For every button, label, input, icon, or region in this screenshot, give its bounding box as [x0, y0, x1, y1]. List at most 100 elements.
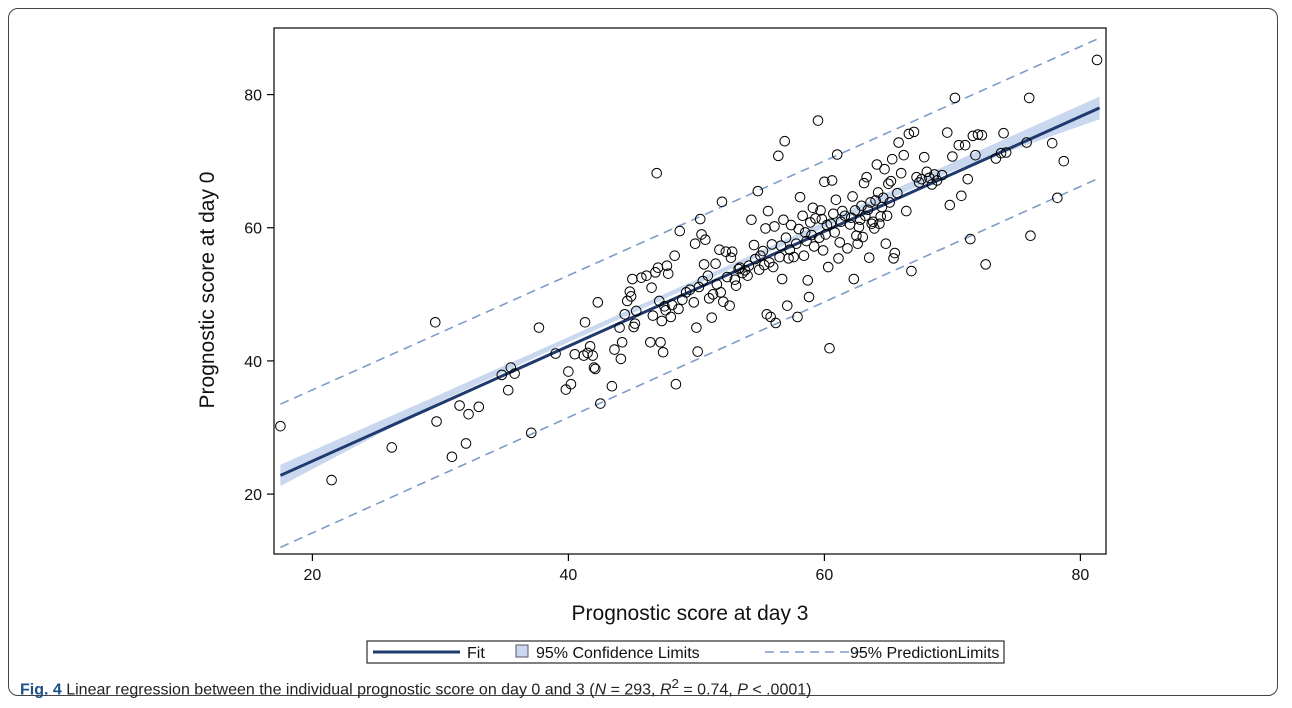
axes: 20 40 60 80 20 40 60 80 — [244, 27, 1107, 584]
caption-p-symbol: P — [737, 681, 748, 699]
data-point — [828, 208, 839, 220]
data-point — [706, 312, 718, 323]
data-point — [829, 227, 840, 238]
data-point — [730, 280, 742, 291]
data-point — [998, 127, 1009, 139]
data-point — [1025, 230, 1036, 242]
data-point — [924, 172, 935, 184]
data-point — [825, 218, 837, 230]
legend: Fit 95% Confidence Limits 95% PredictionLi… — [366, 640, 1005, 664]
data-point — [716, 196, 728, 208]
data-point — [584, 340, 596, 352]
data-point — [833, 253, 844, 264]
legend-prediction-label: 95% PredictionLimits — [850, 645, 999, 662]
data-point — [816, 213, 828, 225]
data-point — [733, 263, 744, 275]
data-point — [892, 187, 903, 199]
legend-fit-label: Fit — [467, 645, 485, 662]
data-point — [980, 259, 991, 270]
data-point — [965, 233, 976, 245]
caption-n-symbol: N — [594, 681, 607, 699]
data-point — [949, 92, 961, 104]
y-tick-label: 40 — [244, 354, 262, 371]
data-point — [725, 252, 737, 264]
data-point — [962, 173, 974, 185]
data-point — [862, 204, 874, 216]
data-point — [852, 238, 863, 250]
data-point — [848, 273, 860, 285]
data-point — [661, 260, 673, 271]
caption-fig-label: Fig. 4 — [20, 681, 62, 699]
data-point — [788, 251, 799, 263]
data-point — [446, 451, 458, 463]
data-point — [714, 244, 725, 256]
x-tick-label: 40 — [560, 567, 578, 584]
data-point — [760, 223, 771, 234]
data-point — [921, 166, 933, 178]
data-point — [908, 126, 920, 138]
legend-confidence-swatch — [515, 644, 529, 658]
data-point — [669, 250, 680, 262]
x-tick-label: 80 — [1072, 567, 1090, 584]
data-point — [595, 398, 606, 409]
data-point — [762, 205, 774, 217]
data-point — [778, 214, 789, 226]
x-tick-label: 20 — [304, 567, 322, 584]
data-point — [752, 185, 764, 197]
data-point — [773, 150, 784, 162]
data-point — [533, 322, 545, 333]
data-point — [903, 128, 915, 140]
data-point — [941, 127, 953, 138]
data-point — [655, 336, 666, 348]
data-point — [889, 247, 901, 259]
data-point — [806, 229, 817, 241]
data-point — [860, 210, 871, 222]
x-tick-label: 60 — [816, 567, 834, 584]
data-point — [956, 190, 967, 202]
data-point — [906, 265, 917, 277]
data-point — [870, 195, 881, 206]
data-point — [606, 380, 618, 392]
data-point — [831, 149, 843, 160]
data-point — [944, 199, 956, 211]
data-point — [746, 214, 757, 226]
data-point — [560, 384, 572, 395]
data-point — [842, 243, 853, 254]
data-point — [431, 416, 442, 427]
caption-n-value: = 293, — [606, 681, 660, 699]
prediction-lower-line — [280, 177, 1100, 549]
data-point — [659, 301, 670, 312]
data-point — [780, 232, 792, 244]
data-point — [880, 238, 892, 250]
caption-r-value: = 0.74, — [678, 681, 738, 699]
data-point — [799, 227, 811, 238]
caption-r-symbol: R — [659, 681, 672, 699]
data-point — [776, 273, 788, 285]
data-point — [502, 384, 514, 396]
data-point — [819, 176, 830, 188]
data-point — [865, 197, 876, 208]
data-point — [888, 253, 899, 264]
data-point — [871, 159, 883, 170]
data-point — [929, 169, 940, 180]
data-point — [660, 305, 671, 316]
y-tick-label: 60 — [244, 221, 262, 238]
data-point — [641, 270, 652, 281]
data-point — [995, 147, 1007, 159]
data-point — [856, 200, 867, 212]
data-point — [729, 274, 741, 285]
data-point — [616, 336, 628, 348]
data-point — [710, 258, 721, 270]
data-point — [863, 252, 875, 264]
data-point — [847, 191, 858, 202]
data-point — [885, 175, 897, 187]
data-point — [645, 336, 656, 348]
data-point — [810, 213, 821, 224]
legend-confidence-label: 95% Confidence Limits — [536, 645, 700, 662]
data-point — [911, 171, 922, 183]
data-point — [824, 342, 835, 354]
data-point — [665, 311, 677, 323]
data-point — [703, 293, 715, 304]
data-point — [726, 246, 738, 258]
data-point — [509, 368, 520, 379]
